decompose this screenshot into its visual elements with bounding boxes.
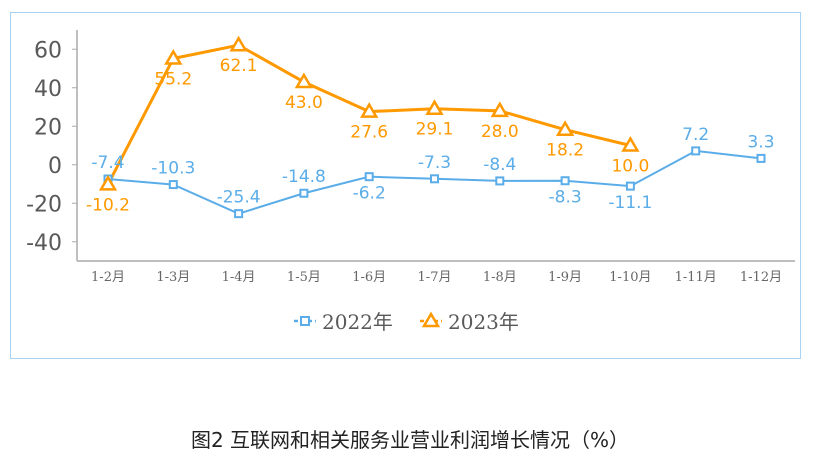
- x-tick-label: 1-7月: [418, 270, 452, 285]
- data-label: 7.2: [682, 125, 709, 145]
- data-label: -11.1: [608, 193, 652, 213]
- y-tick-label: -40: [26, 231, 62, 256]
- data-point-2022: [691, 146, 701, 156]
- data-point-2022: [364, 172, 374, 182]
- y-tick-label: 40: [34, 77, 62, 102]
- y-tick-label: -20: [26, 192, 62, 217]
- x-tick-label: 1-4月: [222, 270, 256, 285]
- data-point-2022: [495, 176, 505, 186]
- legend-square-icon: [300, 316, 310, 326]
- x-tick-label: 1-8月: [483, 270, 517, 285]
- y-tick-label: 0: [48, 154, 62, 179]
- y-tick-label: 20: [34, 115, 62, 140]
- x-tick-label: 1-9月: [548, 270, 582, 285]
- legend-label: 2022年: [322, 310, 393, 334]
- data-point-2022: [234, 209, 244, 219]
- chart-title: 图2 互联网和相关服务业营业利润增长情况（%）: [190, 428, 630, 452]
- data-label: 43.0: [285, 93, 323, 113]
- data-label: 18.2: [546, 141, 584, 161]
- x-tick-label: 1-11月: [675, 270, 717, 285]
- data-label: 3.3: [747, 132, 774, 152]
- data-point-2023: [229, 35, 248, 52]
- data-label: -6.2: [353, 184, 386, 204]
- data-point-2022: [168, 180, 178, 190]
- data-label: -7.4: [91, 153, 124, 173]
- data-label: -7.3: [418, 153, 451, 173]
- data-point-2023: [425, 99, 444, 115]
- x-tick-label: 1-2月: [91, 270, 125, 285]
- data-label: -10.2: [86, 195, 130, 215]
- data-point-2023: [360, 102, 379, 118]
- data-point-2023: [294, 72, 314, 89]
- data-point-2022: [430, 174, 439, 184]
- data-label: 62.1: [220, 56, 258, 76]
- data-point-2022: [756, 153, 766, 163]
- data-point-2023: [164, 49, 183, 65]
- data-label: -25.4: [217, 188, 261, 208]
- x-tick-label: 1-3月: [156, 270, 190, 285]
- legend-label: 2023年: [448, 310, 519, 334]
- data-label: 28.0: [481, 122, 519, 142]
- data-point-2022: [560, 176, 570, 186]
- data-label: -14.8: [282, 167, 326, 187]
- legend-triangle-icon: [421, 311, 441, 328]
- x-tick-label: 1-6月: [352, 270, 386, 285]
- x-tick-label: 1-10月: [609, 270, 651, 285]
- y-tick-label: 60: [34, 38, 62, 63]
- data-label: 29.1: [416, 120, 454, 140]
- data-point-2023: [98, 174, 118, 191]
- data-point-2023: [621, 136, 640, 152]
- data-label: 27.6: [350, 123, 388, 143]
- data-point-2022: [299, 188, 309, 198]
- data-point-2023: [490, 101, 509, 118]
- line-chart: 60 40 20 0 -20 -40 1-2月 1-3月 1-4月 1-5月 1-6月 1-7月 1-8…: [26, 30, 795, 334]
- data-point-2022: [625, 181, 635, 191]
- data-label: -8.3: [549, 188, 582, 208]
- data-label: -10.3: [151, 159, 195, 179]
- chart-frame: [10, 12, 801, 359]
- x-tick-label: 1-5月: [287, 270, 321, 285]
- data-point-2023: [555, 120, 575, 136]
- x-tick-label: 1-12月: [740, 270, 782, 285]
- data-label: 10.0: [611, 157, 649, 177]
- data-label: -8.4: [483, 155, 516, 175]
- data-label: 55.2: [154, 69, 192, 89]
